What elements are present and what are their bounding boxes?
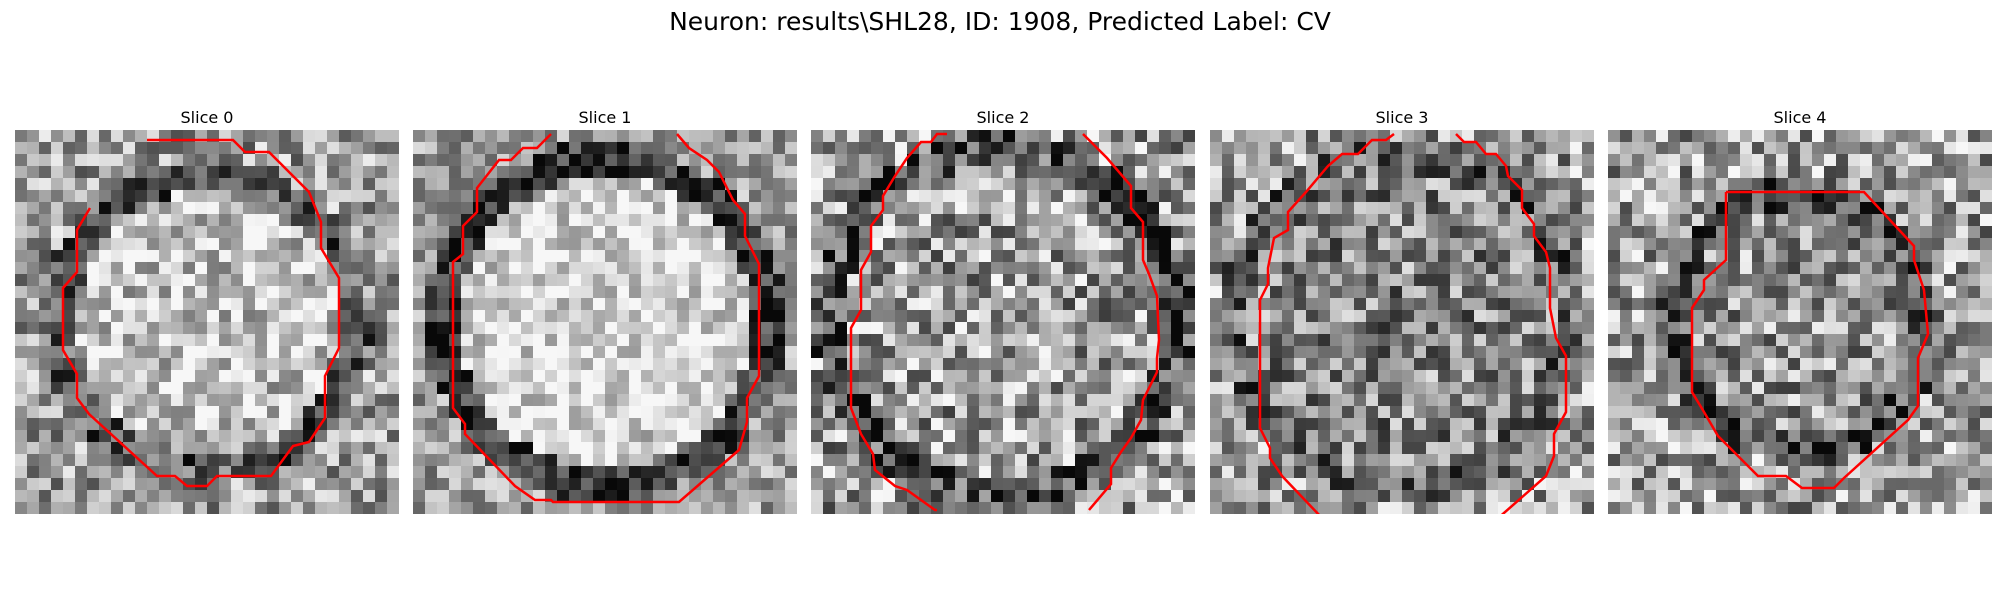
panel-title: Slice 4 — [1773, 108, 1827, 127]
contour-line — [61, 138, 341, 488]
slice-image — [413, 130, 797, 514]
panel-title: Slice 3 — [1375, 108, 1429, 127]
contour-line — [1082, 133, 1161, 511]
slice-image — [1210, 130, 1594, 514]
pixel-grid — [15, 130, 399, 514]
slice-image — [15, 130, 399, 514]
slice-image — [1608, 130, 1992, 514]
contour-line — [1690, 190, 1930, 490]
panel-slice-3: Slice 3 — [1210, 106, 1594, 514]
contour-line — [1258, 133, 1395, 514]
contour-line — [849, 132, 947, 512]
panel-slice-0: Slice 0 — [15, 106, 399, 514]
slice-image — [811, 130, 1195, 514]
pixel-grid — [1608, 130, 1992, 514]
panel-title: Slice 2 — [976, 108, 1030, 127]
panel-title: Slice 1 — [578, 108, 632, 127]
pixel-grid — [413, 130, 797, 514]
contour-line — [1455, 133, 1568, 514]
panel-slice-2: Slice 2 — [811, 106, 1195, 514]
pixel-grid — [1210, 130, 1594, 514]
panel-slice-1: Slice 1 — [413, 106, 797, 514]
figure-title: Neuron: results\SHL28, ID: 1908, Predict… — [669, 7, 1331, 36]
panel-slice-4: Slice 4 — [1608, 106, 1992, 514]
contour-line — [451, 133, 761, 504]
pixel-grid — [811, 130, 1195, 514]
panel-title: Slice 0 — [180, 108, 234, 127]
